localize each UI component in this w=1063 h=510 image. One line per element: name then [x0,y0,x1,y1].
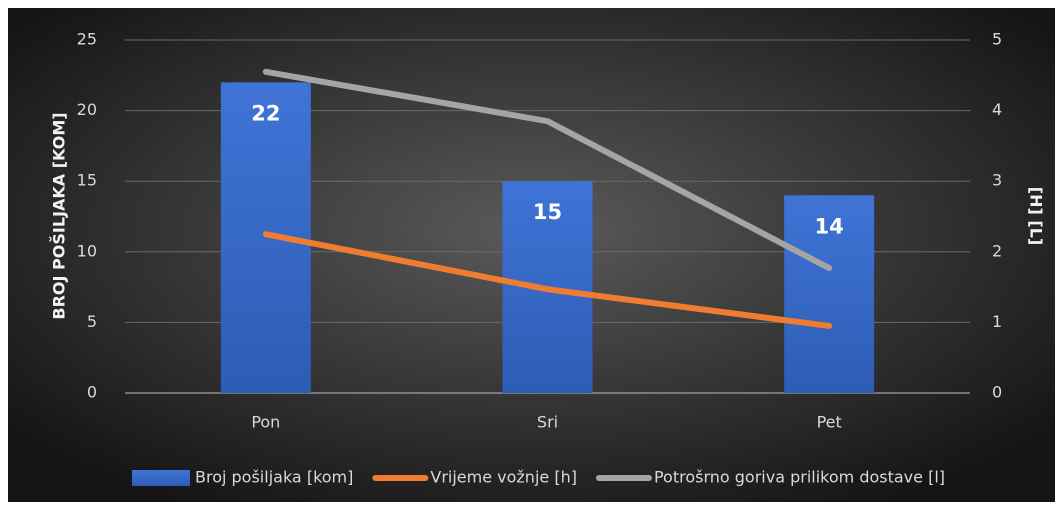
y-tick-label: 15 [77,171,97,190]
legend-label: Broj pošiljaka [kom] [195,468,353,487]
line [262,68,833,272]
y2-axis-label: [H] [L] [1027,187,1046,245]
y2-tick-label: 0 [992,383,1002,402]
line [262,231,833,329]
y2-tick-label: 5 [992,30,1002,49]
y-tick-label: 5 [87,312,97,331]
y-axis-label: BROJ POŠILJAKA [KOM] [50,112,69,319]
y-tick-label: 20 [77,100,97,119]
y2-tick-label: 2 [992,241,1002,260]
legend-swatch [132,470,190,486]
data-label: 14 [815,214,844,238]
legend-label: Potrošrno goriva prilikom dostave [l] [654,468,945,487]
x-tick-label: Pet [817,413,842,432]
legend-label: Vrijeme vožnje [h] [430,468,577,487]
y-tick-label: 25 [77,30,97,49]
y-tick-label: 10 [77,241,97,260]
x-tick-label: Sri [537,413,558,432]
x-tick-label: Pon [251,413,280,432]
data-label: 15 [533,200,562,224]
y-tick-label: 0 [87,383,97,402]
data-label: 22 [251,101,280,125]
y2-tick-label: 1 [992,312,1002,331]
bar [784,195,875,393]
y2-tick-label: 3 [992,171,1002,190]
y2-tick-label: 4 [992,100,1002,119]
